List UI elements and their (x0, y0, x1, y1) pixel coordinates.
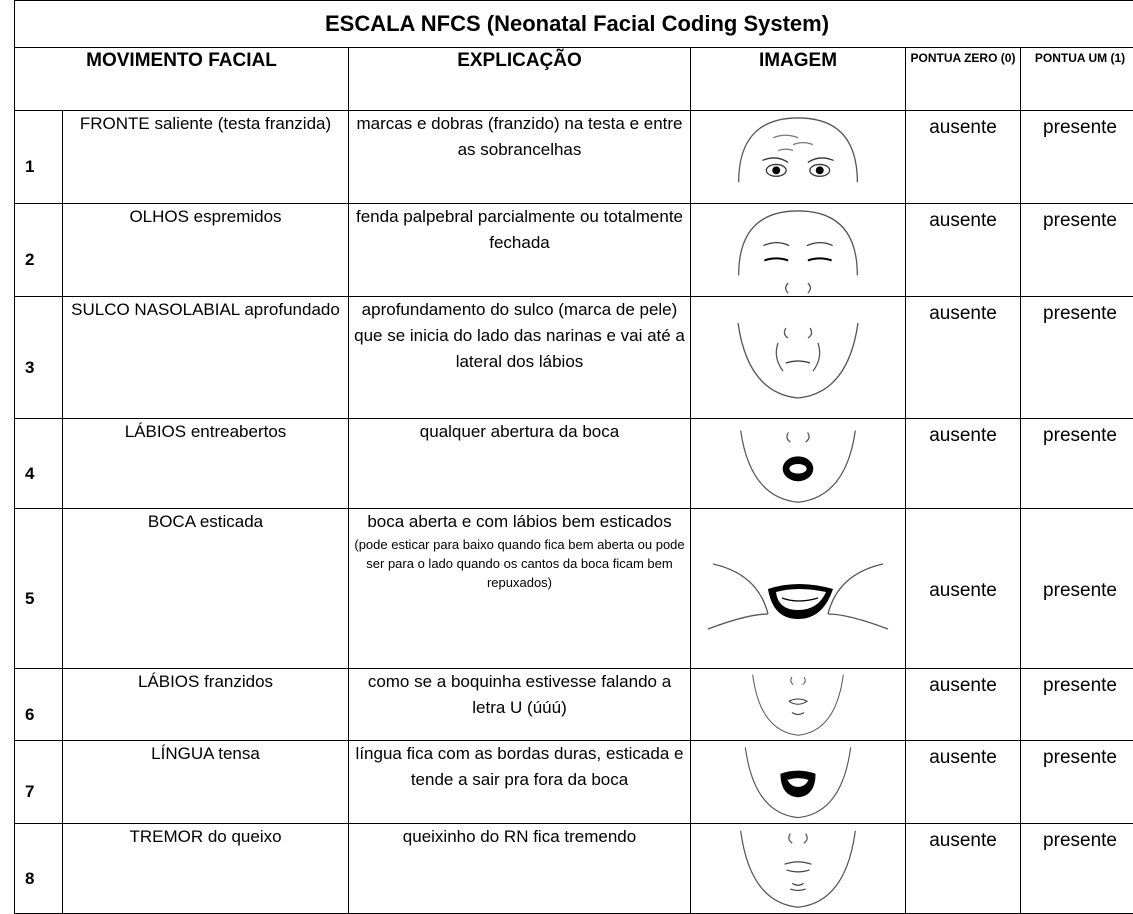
score-one-cell: presente (1021, 111, 1133, 204)
row-number: 5 (15, 509, 63, 669)
explanation-text: queixinho do RN fica tremendo (403, 827, 636, 846)
image-cell (691, 297, 906, 419)
score-zero-cell: ausente (906, 111, 1021, 204)
score-zero-cell: ausente (906, 297, 1021, 419)
image-cell (691, 824, 906, 914)
image-cell (691, 509, 906, 669)
row-number: 1 (15, 111, 63, 204)
explanation-note: (pode esticar para baixo quando fica bem… (353, 535, 686, 592)
explanation-text: qualquer abertura da boca (420, 422, 619, 441)
face-illustration (698, 826, 898, 912)
explanation-cell: fenda palpebral parcialmente ou totalmen… (349, 204, 691, 297)
image-cell (691, 741, 906, 824)
explanation-cell: língua fica com as bordas duras, esticad… (349, 741, 691, 824)
header-cell: IMAGEM (691, 48, 906, 111)
row-number: 2 (15, 204, 63, 297)
movement-cell: FRONTE saliente (testa franzida) (63, 111, 349, 204)
row-number: 8 (15, 824, 63, 914)
movement-cell: LÁBIOS entreabertos (63, 419, 349, 509)
row-number: 6 (15, 669, 63, 741)
explanation-cell: queixinho do RN fica tremendo (349, 824, 691, 914)
header-cell: PONTUA UM (1) (1021, 48, 1133, 111)
score-one-cell: presente (1021, 297, 1133, 419)
face-illustration (698, 671, 898, 739)
score-zero-cell: ausente (906, 419, 1021, 509)
image-cell (691, 669, 906, 741)
score-zero-cell: ausente (906, 824, 1021, 914)
score-one-cell: presente (1021, 204, 1133, 297)
movement-cell: SULCO NASOLABIAL aprofundado (63, 297, 349, 419)
table-title: ESCALA NFCS (Neonatal Facial Coding Syst… (15, 1, 1133, 48)
image-cell (691, 419, 906, 509)
score-zero-cell: ausente (906, 204, 1021, 297)
score-one-cell: presente (1021, 509, 1133, 669)
row-number: 3 (15, 297, 63, 419)
explanation-cell: aprofundamento do sulco (marca de pele) … (349, 297, 691, 419)
movement-cell: TREMOR do queixo (63, 824, 349, 914)
explanation-text: língua fica com as bordas duras, esticad… (356, 744, 684, 789)
header-cell: PONTUA ZERO (0) (906, 48, 1021, 111)
header-cell: MOVIMENTO FACIAL (15, 48, 349, 111)
movement-cell: OLHOS espremidos (63, 204, 349, 297)
explanation-text: marcas e dobras (franzido) na testa e en… (357, 114, 683, 159)
explanation-cell: como se a boquinha estivesse falando a l… (349, 669, 691, 741)
explanation-text: aprofundamento do sulco (marca de pele) … (354, 300, 685, 371)
score-one-cell: presente (1021, 419, 1133, 509)
score-one-cell: presente (1021, 824, 1133, 914)
face-illustration (698, 113, 898, 202)
movement-cell: BOCA esticada (63, 509, 349, 669)
score-zero-cell: ausente (906, 741, 1021, 824)
explanation-cell: qualquer abertura da boca (349, 419, 691, 509)
explanation-cell: boca aberta e com lábios bem esticados (p… (349, 509, 691, 669)
face-illustration (698, 206, 898, 295)
score-one-cell: presente (1021, 741, 1133, 824)
header-cell: EXPLICAÇÃO (349, 48, 691, 111)
explanation-text: boca aberta e com lábios bem esticados (367, 512, 671, 531)
explanation-text: fenda palpebral parcialmente ou totalmen… (356, 207, 683, 252)
explanation-cell: marcas e dobras (franzido) na testa e en… (349, 111, 691, 204)
face-illustration (698, 313, 898, 403)
image-cell (691, 204, 906, 297)
movement-cell: LÍNGUA tensa (63, 741, 349, 824)
score-zero-cell: ausente (906, 509, 1021, 669)
image-cell (691, 111, 906, 204)
nfcs-table: ESCALA NFCS (Neonatal Facial Coding Syst… (14, 0, 1133, 914)
movement-cell: LÁBIOS franzidos (63, 669, 349, 741)
row-number: 7 (15, 741, 63, 824)
row-number: 4 (15, 419, 63, 509)
explanation-text: como se a boquinha estivesse falando a l… (368, 672, 671, 717)
score-zero-cell: ausente (906, 669, 1021, 741)
face-illustration (698, 421, 898, 507)
score-one-cell: presente (1021, 669, 1133, 741)
face-illustration (698, 743, 898, 822)
face-illustration (698, 544, 898, 634)
